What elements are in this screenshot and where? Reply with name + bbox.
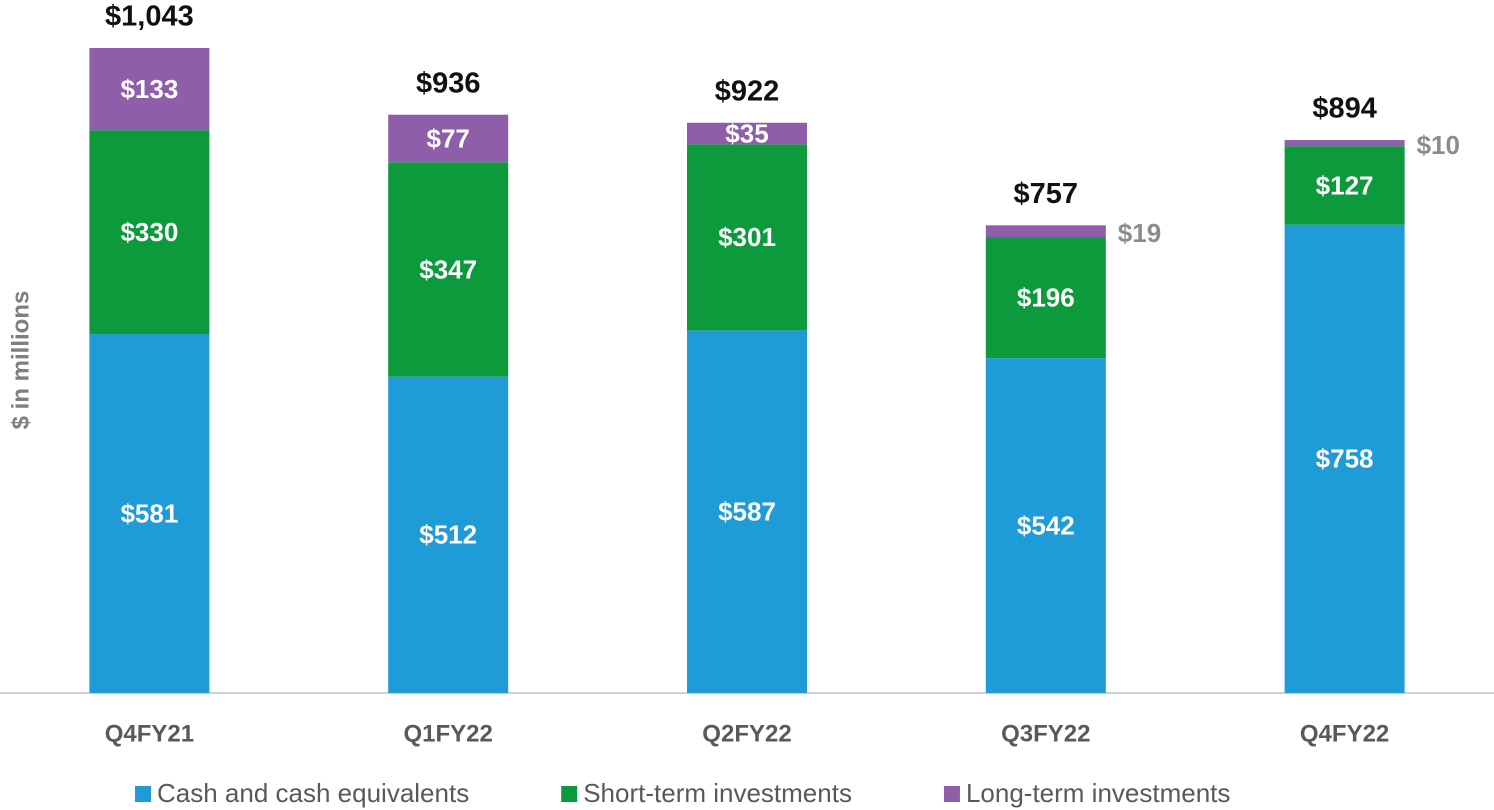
bar-segment [89, 334, 210, 693]
bar-segment [985, 225, 1106, 238]
bar-segment [1284, 140, 1405, 147]
segment-label: $301 [718, 222, 776, 252]
legend-swatch [561, 786, 578, 802]
total-label: $894 [1312, 93, 1377, 125]
segment-label: $10 [1417, 130, 1460, 160]
x-tick-label: Q3FY22 [1001, 720, 1090, 747]
segment-label: $542 [1017, 510, 1075, 540]
x-tick-label: Q1FY22 [404, 720, 493, 747]
total-label: $1,043 [105, 1, 194, 33]
segment-label: $587 [718, 497, 776, 527]
x-tick-label: Q4FY21 [105, 720, 194, 747]
segment-label: $19 [1118, 218, 1161, 248]
bar-segment [1284, 146, 1405, 225]
bar-segment [388, 376, 509, 693]
bar-segment [388, 114, 509, 163]
bar-segment [985, 358, 1106, 693]
bar-segment [687, 144, 807, 331]
segment-label: $347 [419, 254, 477, 284]
total-label: $936 [416, 67, 481, 99]
bar-segment [89, 130, 210, 335]
segment-label: $758 [1316, 444, 1374, 474]
bar-segment [388, 162, 509, 377]
segment-label: $133 [120, 74, 178, 104]
bar-segment [687, 122, 807, 145]
segment-label: $330 [120, 217, 178, 247]
y-axis-label: $ in millions [7, 291, 34, 430]
legend-swatch [943, 786, 960, 802]
bar-segment [1284, 224, 1405, 693]
segment-label: $127 [1316, 170, 1374, 200]
segment-label: $512 [419, 520, 477, 550]
total-label: $757 [1014, 178, 1079, 210]
segment-label: $581 [120, 498, 178, 528]
total-label: $922 [715, 75, 780, 107]
segment-label: $35 [725, 118, 768, 148]
x-tick-label: Q4FY22 [1300, 720, 1389, 747]
legend-swatch [135, 786, 151, 802]
segment-label: $77 [427, 123, 470, 153]
legend-label: Cash and cash equivalents [157, 778, 469, 808]
legend-label: Short-term investments [583, 778, 852, 808]
x-tick-label: Q2FY22 [702, 720, 791, 747]
bar-segment [687, 330, 807, 693]
bar-segment [89, 48, 210, 131]
legend-label: Long-term investments [966, 778, 1230, 808]
segment-label: $196 [1017, 282, 1075, 312]
bar-segment [985, 237, 1106, 359]
